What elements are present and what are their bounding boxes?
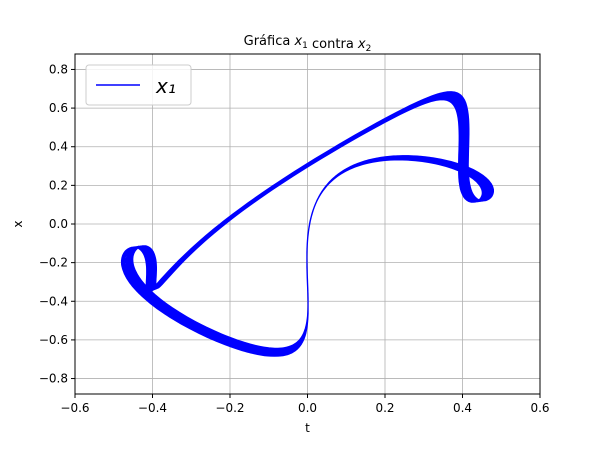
x-tick-label: −0.4 bbox=[138, 401, 167, 415]
x-tick-label: 0.4 bbox=[453, 401, 472, 415]
y-tick-label: −0.6 bbox=[39, 333, 68, 347]
x-tick-label: 0.0 bbox=[298, 401, 317, 415]
chart-title: Gráfica x1 contra x2 bbox=[244, 34, 372, 54]
x-tick-label: −0.2 bbox=[215, 401, 244, 415]
x-axis-label: t bbox=[305, 421, 310, 435]
y-tick-label: 0.0 bbox=[49, 217, 68, 231]
x-tick-label: 0.6 bbox=[530, 401, 549, 415]
y-tick-label: −0.4 bbox=[39, 294, 68, 308]
y-tick-label: 0.6 bbox=[49, 101, 68, 115]
y-tick-label: −0.2 bbox=[39, 256, 68, 270]
y-axis-label: x bbox=[11, 220, 25, 227]
legend-entry-x1: x₁ bbox=[155, 74, 176, 98]
plot-area bbox=[120, 91, 495, 357]
y-tick-label: 0.2 bbox=[49, 178, 68, 192]
legend: x₁ bbox=[85, 64, 192, 106]
y-tick-label: 0.4 bbox=[49, 140, 68, 154]
y-tick-label: 0.8 bbox=[49, 62, 68, 76]
x-tick-label: −0.6 bbox=[60, 401, 89, 415]
series-line-x1 bbox=[120, 91, 495, 357]
axis-ticks: −0.6 −0.4 −0.2 0.0 0.2 0.4 0.6 −0.8 −0.6 −0.4 −0.2… bbox=[39, 62, 550, 415]
y-tick-label: −0.8 bbox=[39, 372, 68, 386]
x-tick-label: 0.2 bbox=[375, 401, 394, 415]
